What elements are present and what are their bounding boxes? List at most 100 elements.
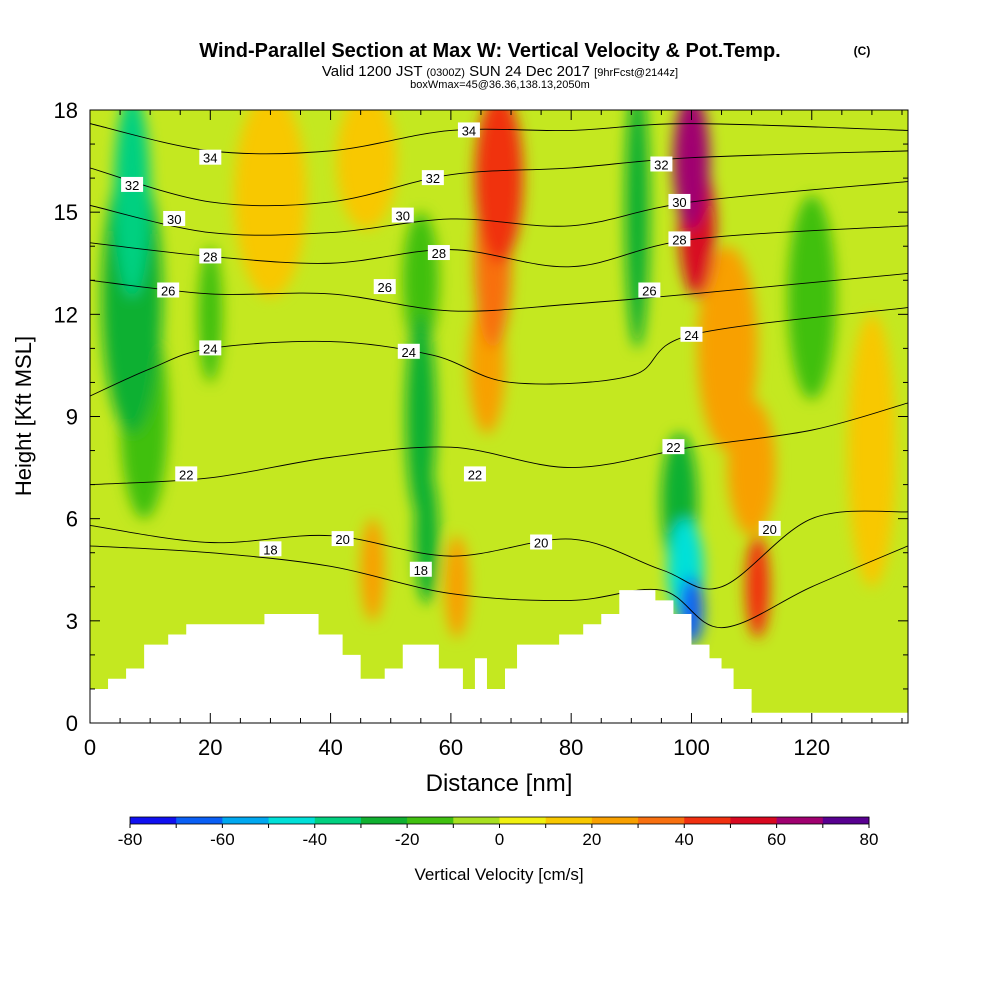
- subtitle-date: SUN 24 Dec 2017: [469, 63, 590, 80]
- contour-label: 20: [758, 520, 781, 537]
- velocity-cell: [444, 535, 469, 638]
- y-tick-label: 3: [66, 609, 78, 634]
- subtitle-fcst: [9hrFcst@2144z]: [594, 67, 678, 79]
- x-tick-label: 100: [673, 735, 710, 760]
- x-tick-label: 60: [439, 735, 463, 760]
- velocity-cell: [360, 518, 385, 621]
- velocity-cell: [114, 110, 151, 298]
- contour-label-text: 32: [125, 178, 139, 193]
- subtitle-valid: Valid 1200 JST: [322, 63, 422, 80]
- x-axis-label: Distance [nm]: [426, 770, 573, 797]
- contour-label-text: 28: [672, 232, 686, 247]
- colorbar-swatch: [730, 817, 778, 824]
- y-tick-label: 15: [54, 200, 78, 225]
- contour-line-26: [90, 273, 908, 312]
- colorbar-swatch: [360, 817, 408, 824]
- x-tick-label: 40: [318, 735, 342, 760]
- contour-label: 20: [331, 531, 354, 547]
- velocity-cell: [414, 467, 439, 604]
- contour-label-text: 20: [534, 536, 548, 551]
- colorbar-swatch: [314, 817, 362, 824]
- contour-label-text: 24: [203, 341, 217, 356]
- colorbar-swatch: [407, 817, 454, 824]
- colorbar-label: Vertical Velocity [cm/s]: [414, 865, 583, 884]
- contour-label: 20: [530, 534, 553, 551]
- colorbar-tick-label: 60: [767, 830, 786, 849]
- colorbar-tick-label: -20: [395, 830, 420, 849]
- y-axis-label: Height [Kft MSL]: [11, 336, 36, 496]
- contour-labels: 34 34 32 32 32 30 30 30 28 28 28 26 26 26 24 24 24 22 22 22…: [121, 122, 781, 578]
- contour-label-text: 30: [167, 212, 181, 227]
- contour-label: 18: [409, 561, 432, 578]
- contour-label: 32: [650, 156, 673, 172]
- colorbar-swatch: [222, 817, 270, 824]
- contour-label-text: 32: [654, 157, 668, 172]
- contour-label: 22: [463, 466, 486, 482]
- contour-label: 24: [397, 343, 420, 360]
- contour-label-text: 18: [263, 542, 277, 557]
- contour-label: 18: [259, 541, 282, 557]
- contour-label: 30: [163, 210, 186, 227]
- colorbar-swatch: [638, 817, 685, 824]
- colorbar-tick-label: 40: [675, 830, 694, 849]
- contour-label-text: 28: [432, 246, 446, 261]
- colorbar: -80 -60 -40 -20 0 20 40 60 80: [118, 816, 879, 849]
- velocity-cell: [405, 314, 436, 519]
- contour-label-text: 26: [642, 283, 656, 298]
- contour-label-text: 24: [684, 328, 698, 343]
- y-tick-label: 12: [54, 302, 78, 327]
- contour-label: 22: [662, 439, 685, 455]
- velocity-cell: [745, 535, 770, 638]
- contour-label: 30: [668, 193, 691, 210]
- x-tick-label: 0: [84, 735, 96, 760]
- contour-label: 26: [638, 282, 661, 298]
- colorbar-swatch: [499, 817, 547, 824]
- contour-label: 30: [391, 207, 414, 224]
- colorbar-tick-label: -40: [302, 830, 327, 849]
- contour-label-text: 30: [672, 195, 686, 210]
- contour-label: 26: [373, 279, 396, 295]
- contour-label-text: 22: [179, 467, 193, 482]
- velocity-cell: [697, 246, 758, 451]
- x-tick-label: 80: [559, 735, 583, 760]
- x-tick-label: 120: [793, 735, 830, 760]
- contour-label-text: 34: [203, 151, 217, 166]
- terrain: [90, 590, 908, 723]
- colorbar-tick-label: 80: [860, 830, 879, 849]
- colorbar-swatch: [545, 817, 593, 824]
- colorbar-swatch: [684, 817, 731, 824]
- velocity-cell: [474, 110, 524, 264]
- contour-label-text: 20: [762, 522, 776, 537]
- colorbar-swatch: [776, 817, 824, 824]
- subtitle-utc: (0300Z): [426, 67, 465, 79]
- velocity-cell: [234, 110, 307, 298]
- y-tick-label: 9: [66, 405, 78, 430]
- contour-label: 22: [175, 466, 198, 482]
- colorbar-swatch: [130, 817, 177, 824]
- colorbar-tick-label: -80: [118, 830, 143, 849]
- contour-label: 34: [457, 122, 480, 138]
- contour-label: 24: [680, 326, 703, 343]
- contour-label-text: 34: [462, 123, 476, 138]
- velocity-cell: [336, 110, 397, 230]
- colorbar-tick-label: 0: [495, 830, 504, 849]
- velocity-cell: [787, 195, 836, 400]
- chart-subtitle: Valid 1200 JST (0300Z) SUN 24 Dec 2017 […: [322, 63, 678, 80]
- contour-line-32: [90, 150, 908, 207]
- contour-label-text: 28: [203, 249, 217, 264]
- velocity-cell: [198, 246, 223, 383]
- contour-label: 32: [121, 176, 144, 193]
- contour-line-30: [90, 181, 908, 236]
- y-tick-label: 18: [54, 98, 78, 123]
- y-axis: 0 3 6 9 12 15 18: [54, 98, 908, 736]
- contour-label-text: 18: [414, 563, 428, 578]
- chart-title: Wind-Parallel Section at Max W: Vertical…: [199, 40, 780, 62]
- y-tick-label: 6: [66, 507, 78, 532]
- contour-label-text: 22: [468, 467, 482, 482]
- colorbar-tick-label: -60: [210, 830, 235, 849]
- colorbar-swatch: [453, 817, 500, 824]
- contour-label-text: 30: [396, 209, 410, 224]
- contour-label-text: 20: [335, 532, 349, 547]
- contour-label-text: 26: [161, 283, 175, 298]
